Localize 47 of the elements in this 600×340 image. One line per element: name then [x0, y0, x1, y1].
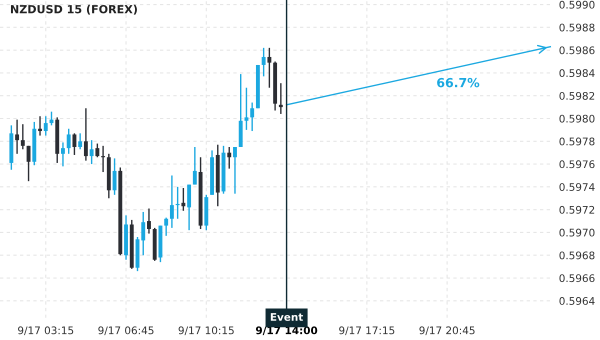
y-tick-label: 0.5984	[559, 69, 595, 78]
candlestick	[250, 102, 254, 132]
chart-title: NZDUSD 15 (FOREX)	[10, 4, 137, 15]
y-tick-label: 0.5986	[559, 46, 595, 54]
y-tick-label: 0.5968	[559, 251, 594, 260]
candlestick	[112, 158, 117, 196]
y-tick-label: 0.5974	[559, 183, 595, 191]
x-tick-label: 9/17 06:45	[98, 326, 154, 336]
candlestick	[267, 47, 272, 88]
candlestick	[20, 124, 25, 150]
annotation: 66.7%	[437, 78, 480, 88]
y-tick-label: 0.5982	[559, 92, 594, 100]
y-tick-label: 0.5990	[559, 0, 595, 9]
y-tick-label: 0.5978	[559, 138, 594, 146]
y-tick-label: 0.5972	[559, 206, 594, 214]
ref-line-label: Event	[270, 313, 304, 321]
candlestick	[84, 108, 88, 162]
candlestick	[244, 87, 248, 131]
candlestick	[50, 110, 54, 126]
candlestick	[95, 142, 100, 158]
x-tick-label: 9/17 20:45	[419, 326, 475, 336]
y-tick-label: 0.5964	[559, 297, 595, 305]
y-tick-label: 0.5966	[559, 274, 595, 282]
candlestick	[164, 216, 168, 237]
x-tick-label: 9/17 03:15	[18, 326, 74, 336]
y-tick-label: 0.5988	[559, 24, 594, 32]
candlestick	[181, 187, 186, 212]
candlestick	[26, 145, 31, 182]
candlestick	[66, 128, 71, 155]
candlestick	[61, 142, 65, 168]
y-tick-label: 0.5980	[559, 114, 595, 123]
candlestick	[44, 116, 48, 136]
x-tick-label: 9/17 17:15	[339, 326, 394, 336]
candlestick	[72, 132, 76, 156]
y-tick-label: 0.5970	[559, 228, 595, 237]
candlestick	[233, 146, 237, 194]
y-tick-label: 0.5976	[559, 160, 595, 168]
candlestick	[141, 211, 146, 256]
candlestick	[90, 139, 94, 165]
candlestick	[15, 118, 20, 155]
candlestick	[187, 184, 192, 231]
candlestick	[192, 146, 197, 186]
candlestick	[147, 208, 151, 234]
candlestick	[170, 174, 174, 229]
candlestick	[78, 132, 82, 150]
candlestick	[262, 47, 266, 78]
x-tick-label: 9/17 10:15	[178, 326, 234, 336]
